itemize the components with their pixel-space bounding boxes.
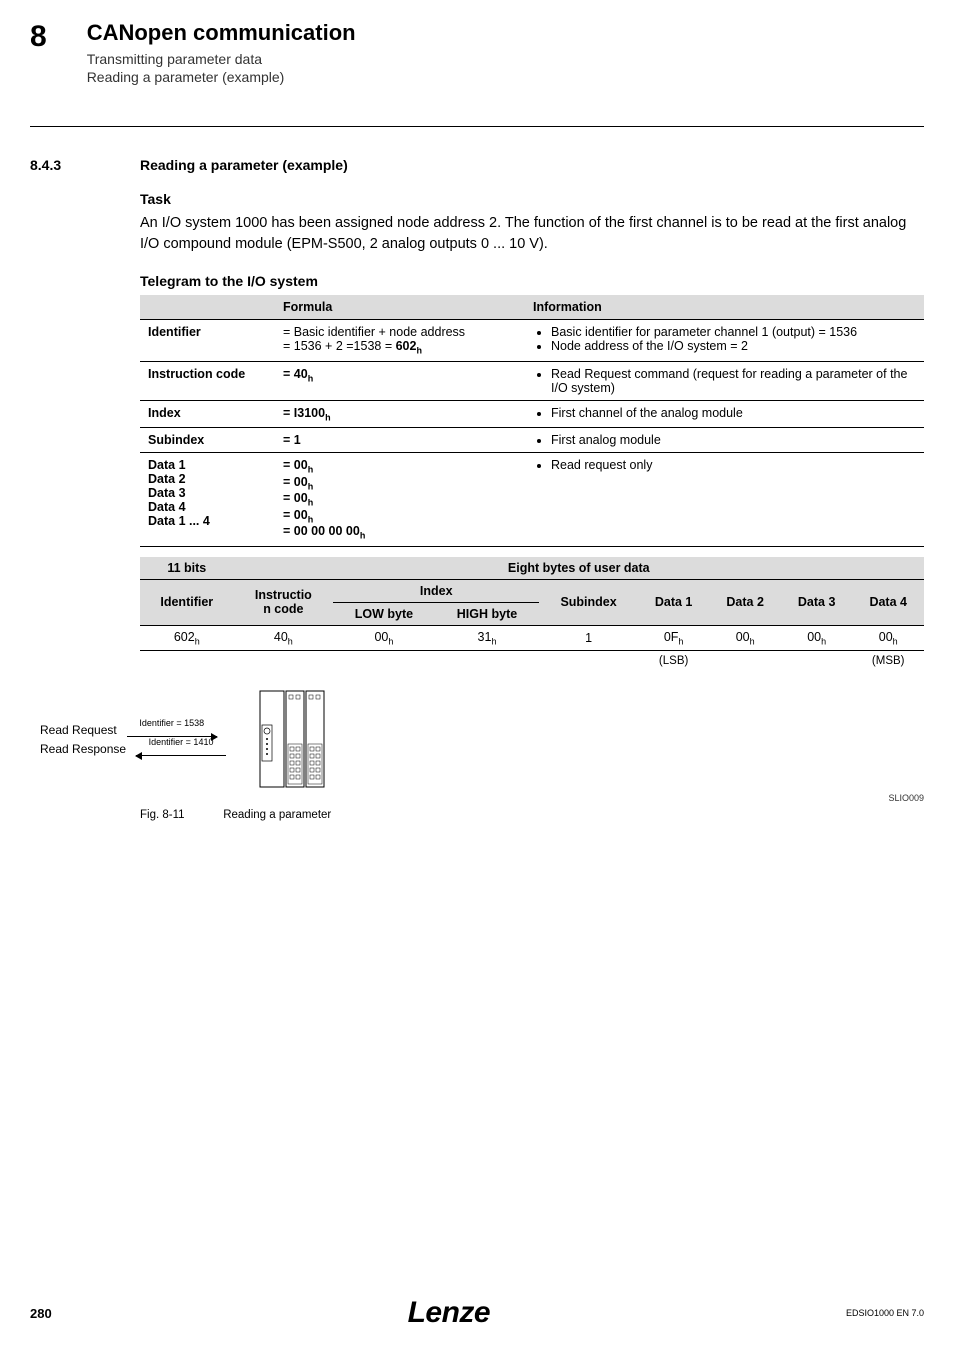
tbl1-row-formula: = I3100h	[275, 400, 525, 428]
formula-bold: 602	[396, 339, 417, 353]
read-response-label: Read Response	[40, 742, 126, 756]
section-title: Reading a parameter (example)	[140, 157, 348, 173]
telegram-heading: Telegram to the I/O system	[140, 273, 924, 289]
tbl1-row-info: First channel of the analog module	[525, 400, 924, 428]
tbl2-cell: 00h	[781, 625, 853, 651]
tbl1-row-formula: = Basic identifier + node address = 1536…	[275, 320, 525, 362]
section-number: 8.4.3	[30, 157, 140, 173]
tbl2-low-header: LOW byte	[333, 602, 435, 625]
tbl1-row-label: Data 1 Data 2 Data 3 Data 4 Data 1 ... 4	[140, 453, 275, 547]
page-number: 280	[30, 1306, 52, 1321]
identifier-label: Identifier = 1538	[139, 718, 204, 728]
info-item: First channel of the analog module	[551, 406, 916, 420]
formula-text: = 1536 + 2 =1538 =	[283, 339, 396, 353]
tbl2-msb: (MSB)	[852, 651, 924, 672]
diagram-arrows: Read Request Identifier = 1538 Read Resp…	[40, 718, 226, 760]
telegram-table: Formula Information Identifier = Basic i…	[140, 295, 924, 547]
figure-text: Reading a parameter	[223, 809, 331, 821]
figure-number: Fig. 8-11	[140, 809, 220, 821]
info-item: Read request only	[551, 458, 916, 472]
frame-table: 11 bits Eight bytes of user data Identif…	[140, 557, 924, 672]
subtitle-1: Transmitting parameter data	[87, 50, 924, 68]
subtitle-2: Reading a parameter (example)	[87, 68, 924, 86]
diagram: Read Request Identifier = 1538 Read Resp…	[40, 689, 924, 789]
formula-bold: = I3100	[283, 406, 325, 420]
tbl1-row-label: Index	[140, 400, 275, 428]
formula-bold: = 00	[283, 508, 308, 522]
read-request-label: Read Request	[40, 723, 117, 737]
tbl1-row-info: First analog module	[525, 428, 924, 453]
identifier-label: Identifier = 1410	[149, 737, 214, 747]
image-code: SLIO009	[140, 793, 924, 803]
figure-caption: Fig. 8-11 Reading a parameter	[140, 809, 924, 821]
footer: 280 Lenze EDSIO1000 EN 7.0	[30, 1296, 924, 1330]
info-item: Basic identifier for parameter channel 1…	[551, 325, 916, 339]
formula-bold: = 00 00 00 00	[283, 524, 360, 538]
formula-text: = Basic identifier + node address	[283, 325, 465, 339]
task-paragraph: An I/O system 1000 has been assigned nod…	[140, 213, 924, 255]
tbl1-row-formula: = 40h	[275, 361, 525, 400]
tbl2-index-header: Index	[333, 579, 539, 602]
tbl1-row-label: Instruction code	[140, 361, 275, 400]
formula-bold: = 00	[283, 458, 308, 472]
tbl2-cell: 602h	[140, 625, 234, 651]
chapter-number: 8	[30, 20, 47, 86]
tbl1-row-info: Read request only	[525, 453, 924, 547]
arrow-left-icon	[136, 755, 226, 756]
info-item: Node address of the I/O system = 2	[551, 339, 916, 353]
formula-bold: = 1	[283, 433, 301, 447]
tbl2-cell: 40h	[234, 625, 334, 651]
formula-bold: = 40	[283, 367, 308, 381]
divider	[30, 126, 924, 127]
tbl1-row-info: Basic identifier for parameter channel 1…	[525, 320, 924, 362]
module-icon	[256, 689, 326, 789]
tbl2-lsb: (LSB)	[638, 651, 710, 672]
info-item: First analog module	[551, 433, 916, 447]
header-text: CANopen communication Transmitting param…	[87, 20, 924, 86]
chapter-title: CANopen communication	[87, 20, 924, 46]
tbl2-cell: 1	[539, 625, 638, 651]
section: 8.4.3 Reading a parameter (example) Task…	[30, 157, 924, 821]
tbl2-cell: 00h	[852, 625, 924, 651]
tbl2-11bits-header: 11 bits	[140, 557, 234, 580]
tbl2-instr-header: Instructio n code	[234, 579, 334, 625]
tbl1-row-info: Read Request command (request for readin…	[525, 361, 924, 400]
tbl2-8bytes-header: Eight bytes of user data	[234, 557, 924, 580]
formula-bold: = 00	[283, 475, 308, 489]
tbl2-d4-header: Data 4	[852, 579, 924, 625]
tbl2-d3-header: Data 3	[781, 579, 853, 625]
info-item: Read Request command (request for readin…	[551, 367, 916, 395]
tbl1-row-formula: = 00h = 00h = 00h = 00h = 00 00 00 00h	[275, 453, 525, 547]
tbl2-high-header: HIGH byte	[435, 602, 540, 625]
brand-logo: Lenze	[408, 1296, 491, 1330]
tbl1-info-header: Information	[525, 295, 924, 320]
tbl1-formula-header: Formula	[275, 295, 525, 320]
doc-id: EDSIO1000 EN 7.0	[846, 1308, 924, 1318]
tbl1-empty-header	[140, 295, 275, 320]
tbl2-cell: 00h	[709, 625, 781, 651]
tbl2-cell: 0Fh	[638, 625, 710, 651]
tbl2-sub-header: Subindex	[539, 579, 638, 625]
formula-bold: = 00	[283, 491, 308, 505]
task-heading: Task	[140, 191, 924, 207]
tbl1-row-label: Identifier	[140, 320, 275, 362]
header: 8 CANopen communication Transmitting par…	[30, 20, 924, 86]
tbl1-row-label: Subindex	[140, 428, 275, 453]
tbl1-row-formula: = 1	[275, 428, 525, 453]
tbl2-d2-header: Data 2	[709, 579, 781, 625]
tbl2-d1-header: Data 1	[638, 579, 710, 625]
tbl2-cell: 00h	[333, 625, 435, 651]
tbl2-identifier-header: Identifier	[140, 579, 234, 625]
tbl2-cell: 31h	[435, 625, 540, 651]
